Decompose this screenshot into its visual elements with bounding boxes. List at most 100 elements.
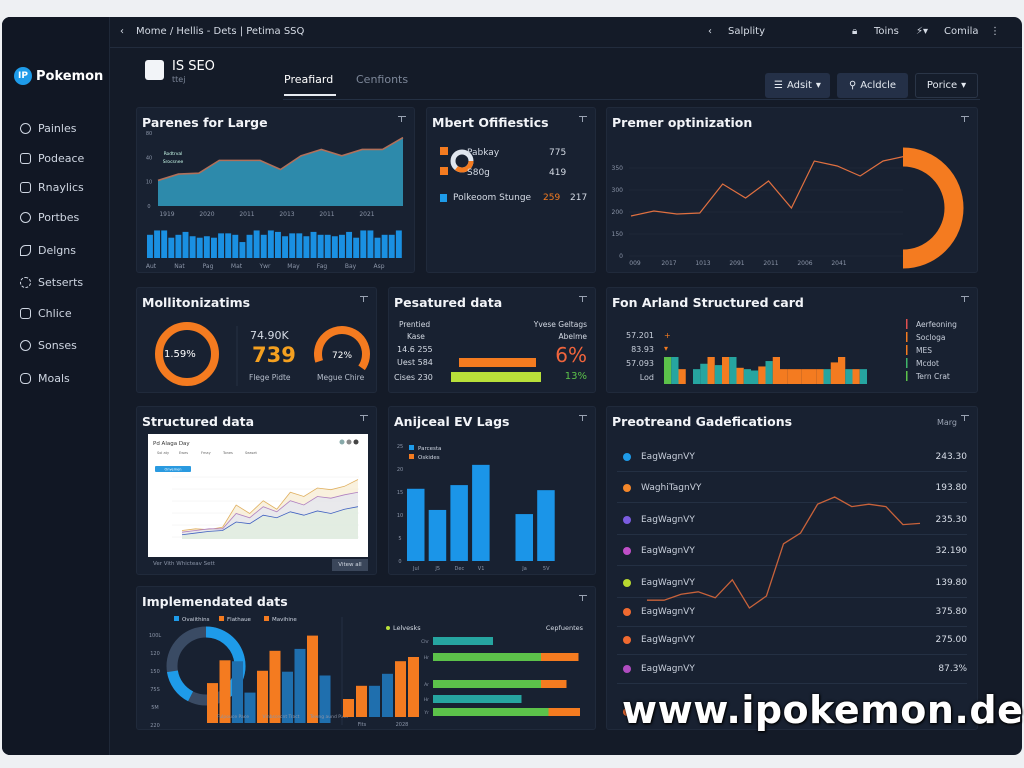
sidebar-item-label: Portbes (38, 211, 80, 224)
status-dot (623, 665, 631, 673)
list-item[interactable]: EagWagnVY 275.00 (617, 626, 967, 655)
bar (282, 671, 293, 723)
sort-label[interactable]: Marg (936, 418, 957, 427)
stat-caption: Flege Pidte (249, 373, 291, 382)
legend-label: Aerfeoning (916, 320, 957, 329)
bar (253, 230, 260, 258)
filter-icon[interactable] (579, 116, 587, 122)
sidebar-item-painles[interactable]: Painles (20, 122, 76, 135)
bar (845, 369, 853, 384)
list-item[interactable]: EagWagnVY 139.80 (617, 569, 967, 598)
filter-icon[interactable] (579, 415, 587, 421)
filter-icon[interactable] (360, 415, 368, 421)
filter-icon[interactable] (398, 116, 406, 122)
x-tick-label: 2020 (199, 211, 214, 218)
bar-segment (541, 680, 567, 688)
row-label: Kase (407, 332, 425, 341)
logo[interactable]: IP Pokemon (14, 67, 103, 85)
filter-icon[interactable] (961, 415, 969, 421)
bar (743, 369, 751, 384)
sidebar-item-chlice[interactable]: Chlice (20, 307, 72, 320)
divider (283, 99, 980, 100)
list-item[interactable]: EagWagnVY 235.30 (617, 506, 967, 535)
filter-icon[interactable] (579, 296, 587, 302)
x-tick-label: Vinbscecnt Tract (263, 714, 300, 720)
x-tick-label: 2013 (279, 211, 294, 218)
bar (395, 230, 402, 258)
chevron-down-icon: ▾ (961, 80, 967, 91)
list-item[interactable]: EagWagnVY 243.30 (617, 443, 967, 472)
sidebar-item-portbes[interactable]: Portbes (20, 211, 79, 224)
y-tick-label: 15 (397, 490, 403, 496)
bar (269, 650, 281, 723)
half-donut (902, 147, 964, 269)
gauge-arc (314, 326, 370, 371)
percent-small: 13% (564, 371, 587, 382)
status-dot (623, 453, 631, 461)
sidebar-item-setserts[interactable]: Setserts (20, 276, 83, 289)
more-icon[interactable]: ⋮ (990, 26, 1000, 37)
sidebar-item-label: Moals (38, 372, 70, 385)
stat-label: S80g (467, 168, 490, 178)
top-center-link[interactable]: Salplity (728, 26, 765, 37)
bar (809, 369, 817, 384)
list-item[interactable]: EagWagnVY 87.3% (617, 655, 967, 684)
sidebar-item-analytics[interactable]: Rnaylics (20, 181, 84, 194)
list-item[interactable]: EagWagnVY 375.80 (617, 598, 967, 627)
stat-value: 217 (570, 193, 588, 203)
page-subtitle: ttej (172, 75, 186, 84)
filter-icon[interactable] (579, 595, 587, 601)
breadcrumb[interactable]: Mome / Hellis - Dets | Petima SSQ (136, 26, 305, 37)
top-menu[interactable]: Comila (944, 26, 979, 37)
card-mollit: Mollitonizatims 1.59% 74.90K 739 Flege P… (136, 287, 377, 393)
bar (356, 685, 367, 717)
x-tick-label: 2011 (763, 260, 778, 267)
tab-cenfionts[interactable]: Cenfionts (356, 73, 409, 86)
filter-icon[interactable] (360, 296, 368, 302)
tab-preafiard[interactable]: Preafiard (284, 73, 334, 86)
back-icon[interactable]: ‹ (120, 26, 124, 37)
button-label: Acldcle (860, 80, 897, 91)
filter-icon[interactable] (961, 116, 969, 122)
bar (472, 464, 490, 561)
stacked-bar-chart: 57.201 83.93 57.093 Lod + ▾ Aerfeoning Socloga M… (626, 319, 957, 384)
x-tick-label: Ywr (258, 263, 271, 270)
view-all-button[interactable]: Vitew all (332, 559, 368, 571)
panel-pill-button (155, 466, 191, 472)
bar (360, 230, 367, 258)
sidebar-item-label: Sonses (38, 339, 77, 352)
status-dot (623, 579, 631, 587)
porice-dropdown[interactable]: Porice ▾ (915, 73, 978, 98)
x-tick-label: 2006 (797, 260, 812, 267)
bar (317, 234, 324, 258)
user-menu[interactable]: Toins (874, 26, 899, 37)
sidebar-item-moals[interactable]: Moals (20, 372, 70, 385)
row-label: Ar (424, 682, 429, 688)
chevron-left-icon[interactable]: ‹ (708, 26, 712, 37)
bar (408, 657, 419, 717)
sidebar-item-delgns[interactable]: Delgns (20, 244, 76, 257)
filter-icon[interactable] (961, 296, 969, 302)
y-tick-label: 0 (619, 253, 623, 260)
user-icon (20, 373, 31, 384)
x-tick-label: Fulpouce Pace (217, 714, 249, 720)
sidebar-item-podeace[interactable]: Podeace (20, 152, 84, 165)
sidebar-item-label: Rnaylics (38, 181, 84, 194)
progress-bar-orange (459, 358, 536, 367)
legend-label: Srocsnee (163, 159, 184, 165)
list-item[interactable]: WaghiTagnVY 193.80 (617, 474, 967, 503)
column-header: Cepfuentes (546, 624, 584, 632)
x-tick-label: Fits (358, 722, 367, 728)
bar (147, 234, 153, 258)
link-icon (20, 245, 31, 256)
item-label: EagWagnVY (641, 607, 695, 617)
acldcle-button[interactable]: ⚲ Acldcle (837, 73, 908, 98)
sidebar-item-sonses[interactable]: Sonses (20, 339, 77, 352)
list-item[interactable]: EagWagnVY 32.190 (617, 537, 967, 566)
panel-tab: Tones (222, 451, 233, 455)
adsit-button[interactable]: ☰ Adsit ▾ (765, 73, 830, 98)
item-value: 32.190 (935, 546, 968, 556)
bar (772, 357, 780, 384)
bar (367, 230, 374, 258)
x-tick-label: 1013 (695, 260, 710, 267)
